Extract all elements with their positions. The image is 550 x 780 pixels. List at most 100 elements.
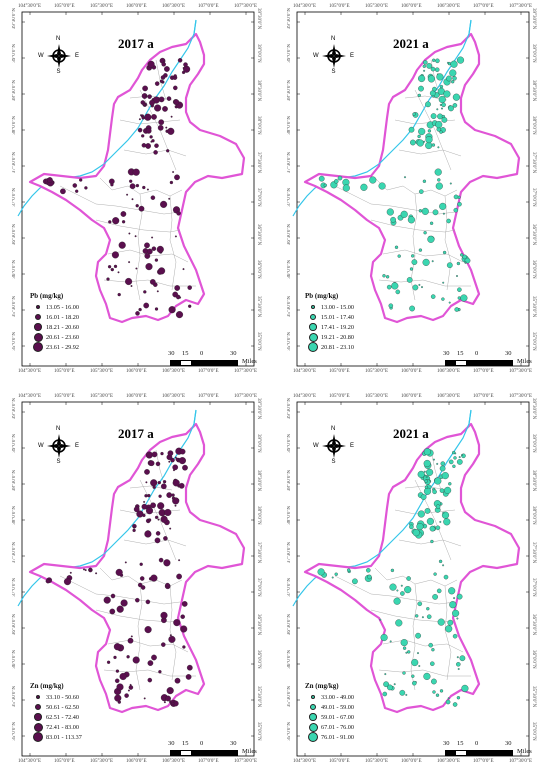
legend-symbol: [307, 341, 319, 353]
sample-point: [423, 470, 426, 473]
sample-point: [411, 674, 415, 678]
year-title: 2017 a: [118, 36, 154, 51]
sample-point: [135, 597, 140, 603]
district-boundary: [95, 219, 181, 233]
sample-point: [426, 614, 432, 619]
sample-point: [115, 669, 120, 673]
legend-symbol: [34, 713, 42, 721]
sample-point: [419, 189, 424, 194]
sample-point: [154, 143, 159, 148]
north-arrow-icon: N S W E: [38, 36, 79, 75]
sample-point: [114, 678, 120, 684]
sample-point: [166, 149, 170, 153]
legend-item: 33.10 - 50.60: [30, 692, 126, 702]
lon-tick-label-top: 104°30'0"E: [18, 4, 41, 9]
lon-tick-label-bottom: 107°0'0"E: [473, 759, 494, 764]
province-boundary: [28, 32, 246, 324]
sample-point: [146, 188, 149, 191]
map-canvas: [17, 11, 255, 367]
sample-point: [60, 188, 66, 195]
sample-point: [160, 75, 166, 80]
lon-tick-label-top: 105°0'0"E: [329, 394, 350, 399]
lat-tick-label-left: 39°30'0"N: [287, 8, 292, 30]
compass-e: E: [350, 443, 355, 449]
sample-point: [129, 183, 136, 190]
legend-symbol: [311, 305, 315, 309]
sample-point: [427, 235, 435, 243]
lat-tick-label-left: 36°30'0"N: [287, 614, 292, 636]
lat-tick-label-right: 36°30'0"N: [256, 224, 261, 246]
sample-point: [144, 469, 150, 475]
lat-tick-label-right: 38°30'0"N: [531, 470, 536, 492]
sample-point: [180, 625, 188, 633]
map-canvas: [292, 401, 530, 757]
sample-point: [128, 261, 131, 264]
legend-label: 72.41 - 83.00: [46, 723, 79, 731]
sample-point: [405, 651, 408, 654]
lon-tick-label-bottom: 104°30'0"E: [293, 369, 316, 374]
scale-label: 0: [200, 740, 204, 747]
sample-point: [453, 194, 459, 200]
sample-point: [140, 585, 146, 590]
sample-point: [177, 58, 183, 63]
district-boundary: [382, 249, 464, 263]
lat-tick-label-right: 39°30'0"N: [256, 398, 261, 420]
sample-point: [167, 450, 174, 457]
sample-point: [411, 259, 418, 265]
legend-symbol: [33, 722, 43, 732]
sample-point: [423, 672, 431, 680]
sample-point: [337, 175, 343, 181]
scale-label: 30: [505, 350, 512, 357]
sample-point: [415, 632, 421, 639]
sample-point: [456, 275, 458, 277]
sample-point: [154, 258, 159, 262]
sample-point: [454, 307, 459, 312]
scale-label: 0: [200, 350, 204, 357]
sample-point: [141, 93, 148, 99]
lon-tick-label-top: 105°0'0"E: [54, 394, 75, 399]
map-panel-zn2021: 104°30'0"E 105°0'0"E 105°30'0"E 106°0'0"E 10…: [275, 390, 550, 780]
sample-point: [400, 210, 408, 218]
lon-tick-label-bottom: 105°30'0"E: [365, 369, 388, 374]
sample-point: [436, 588, 442, 594]
sample-point: [143, 500, 146, 503]
lat-tick-label-left: 35°0'0"N: [287, 332, 292, 351]
sample-point: [151, 654, 157, 661]
sample-point: [163, 536, 168, 541]
sample-point: [421, 207, 429, 215]
sample-point: [417, 652, 419, 655]
legend-label: 76.01 - 91.00: [321, 733, 354, 741]
sample-point: [132, 528, 136, 533]
sample-point: [173, 99, 180, 106]
sample-point: [441, 472, 449, 480]
sample-point: [460, 294, 468, 302]
sample-point: [164, 508, 172, 517]
lat-tick-label-left: 38°30'0"N: [12, 80, 17, 102]
sample-point: [95, 572, 98, 575]
lat-tick-label-right: 39°0'0"N: [256, 434, 261, 453]
lat-tick-label-left: 36°30'0"N: [287, 224, 292, 246]
sample-point: [408, 126, 415, 133]
sample-point: [446, 218, 451, 224]
map-panel-pb2021: 104°30'0"E 105°0'0"E 105°30'0"E 106°0'0"E 10…: [275, 0, 550, 390]
sample-point: [169, 634, 172, 637]
legend-label: 20.81 - 23.10: [321, 343, 354, 351]
sample-point: [168, 306, 176, 314]
sample-point: [446, 262, 453, 269]
lat-tick-label-right: 38°0'0"N: [256, 116, 261, 135]
sample-point: [452, 93, 460, 101]
legend-item: 13.05 - 16.00: [30, 302, 126, 312]
sample-point: [424, 479, 428, 483]
sample-point: [124, 693, 129, 698]
lon-tick-label-bottom: 107°30'0"E: [234, 759, 257, 764]
sample-point: [171, 493, 175, 497]
lat-tick-label-right: 38°0'0"N: [531, 116, 536, 135]
sample-point: [162, 480, 167, 484]
sample-point: [323, 183, 327, 187]
sample-point: [173, 619, 181, 627]
lat-tick-label-left: 38°0'0"N: [12, 506, 17, 525]
compass-w: W: [313, 443, 319, 449]
legend-label: 50.61 - 62.50: [46, 703, 79, 711]
sample-point: [427, 129, 432, 133]
scale-units: Miles: [517, 358, 532, 365]
